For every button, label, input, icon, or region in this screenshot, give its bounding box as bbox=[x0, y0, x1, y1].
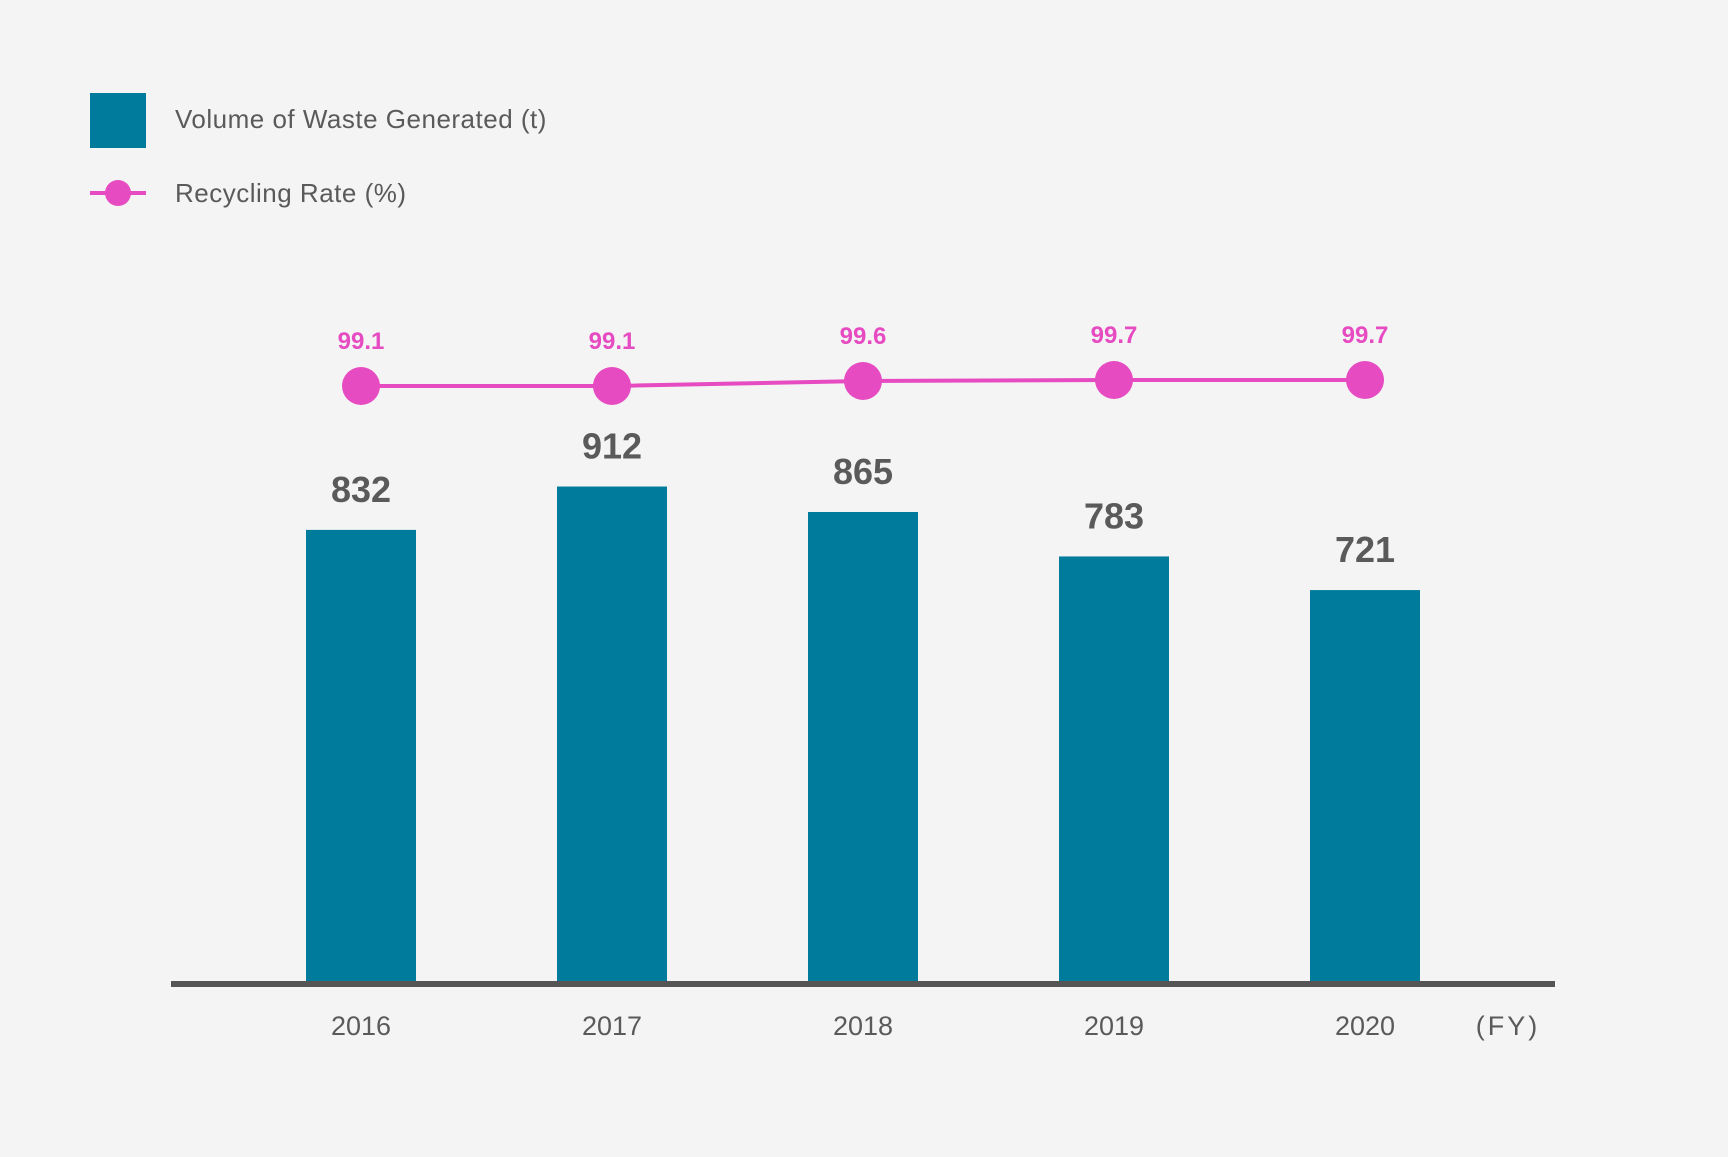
bar-value-label-2016: 832 bbox=[331, 469, 391, 510]
bar-2019 bbox=[1059, 556, 1169, 981]
rate-value-label-2019: 99.7 bbox=[1091, 322, 1138, 349]
legend-volume-label: Volume of Waste Generated (t) bbox=[175, 104, 547, 134]
bar-value-label-2017: 912 bbox=[582, 426, 642, 467]
rate-labels-layer: 99.1 99.1 99.6 99.7 99.7 bbox=[338, 322, 1389, 355]
rate-point-2017 bbox=[593, 367, 631, 405]
rate-value-label-2016: 99.1 bbox=[338, 328, 385, 355]
x-tick-2016: 2016 bbox=[331, 1011, 391, 1041]
x-tick-2018: 2018 bbox=[833, 1011, 893, 1041]
bar-2017 bbox=[557, 486, 667, 981]
rate-point-2020 bbox=[1346, 361, 1384, 399]
legend: Volume of Waste Generated (t) Recycling … bbox=[90, 93, 547, 208]
rate-point-2018 bbox=[844, 362, 882, 400]
bar-2020 bbox=[1310, 590, 1420, 981]
bar-2018 bbox=[808, 511, 918, 981]
bar-value-label-2018: 865 bbox=[833, 451, 893, 492]
x-axis-unit: (FY) bbox=[1476, 1011, 1540, 1041]
rate-value-label-2020: 99.7 bbox=[1342, 322, 1389, 349]
rate-value-label-2017: 99.1 bbox=[589, 328, 636, 355]
legend-line-marker bbox=[105, 180, 131, 206]
points-layer bbox=[342, 361, 1384, 405]
rate-point-2019 bbox=[1095, 361, 1133, 399]
legend-bar-swatch bbox=[90, 93, 146, 148]
bar-value-label-2019: 783 bbox=[1084, 495, 1144, 536]
x-tick-labels: 2016 2017 2018 2019 2020 bbox=[331, 1011, 1395, 1041]
rate-value-label-2018: 99.6 bbox=[840, 323, 887, 350]
bar-value-label-2020: 721 bbox=[1335, 529, 1395, 570]
x-tick-2017: 2017 bbox=[582, 1011, 642, 1041]
bar-2016 bbox=[306, 529, 416, 981]
x-tick-2019: 2019 bbox=[1084, 1011, 1144, 1041]
bar-labels-layer: 832 912 865 783 721 bbox=[331, 426, 1395, 571]
bars-layer bbox=[306, 486, 1420, 981]
rate-point-2016 bbox=[342, 367, 380, 405]
x-tick-2020: 2020 bbox=[1335, 1011, 1395, 1041]
legend-rate-label: Recycling Rate (%) bbox=[175, 178, 407, 208]
